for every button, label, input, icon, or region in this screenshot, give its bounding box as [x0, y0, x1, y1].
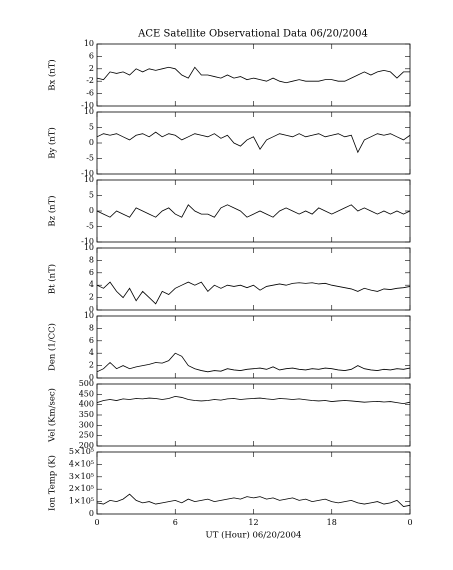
y-tick-label: 200: [79, 441, 94, 450]
y-tick-label: 0: [89, 373, 94, 382]
y-axis-label: Bt (nT): [47, 264, 58, 294]
data-line: [96, 66, 410, 84]
y-tick-label: 6: [89, 51, 94, 60]
y-tick-label: -10: [81, 101, 94, 110]
data-line: [96, 493, 411, 507]
y-tick-label: -5: [86, 154, 94, 163]
y-tick-label: -10: [81, 237, 94, 246]
y-tick-label: 6: [89, 336, 94, 345]
y-tick-label: 0: [89, 206, 94, 215]
y-tick-label: 0: [89, 305, 94, 314]
y-axis-label: Ion Temp (K): [47, 455, 58, 511]
y-tick-label: 250: [79, 431, 94, 440]
y-tick-label: 350: [79, 410, 94, 419]
y-tick-label: 300: [79, 420, 94, 429]
data-line: [96, 131, 411, 154]
x-tick-label: 0: [94, 518, 99, 527]
data-line: [96, 281, 411, 305]
y-tick-label: 10: [84, 311, 94, 320]
y-tick-label: -5: [86, 222, 94, 231]
x-tick-label: 6: [173, 518, 178, 527]
panel-frame: [96, 247, 411, 311]
x-tick-label: 18: [327, 518, 337, 527]
y-tick-label: 10: [84, 243, 94, 252]
y-tick-label: -2: [86, 76, 94, 85]
data-line: [96, 395, 411, 405]
y-tick-label: 3×10⁵: [69, 472, 94, 481]
x-axis-label: UT (Hour) 06/20/2004: [206, 530, 302, 541]
y-tick-label: 5×10⁵: [69, 447, 94, 456]
y-tick-label: -6: [86, 89, 94, 98]
x-tick-label: 12: [248, 518, 258, 527]
y-tick-label: 0: [89, 138, 94, 147]
y-tick-label: 8: [89, 255, 94, 264]
data-line: [96, 352, 411, 373]
y-tick-label: 8: [89, 323, 94, 332]
y-tick-label: 400: [79, 400, 94, 409]
y-tick-label: 500: [79, 379, 94, 388]
y-tick-label: 10: [84, 107, 94, 116]
y-tick-label: 1×10⁵: [69, 497, 94, 506]
y-axis-label: Bx (nT): [47, 59, 58, 91]
y-axis-label: Bz (nT): [47, 195, 58, 226]
y-axis-label: Vel (Km/sec): [47, 388, 58, 443]
y-tick-label: 2×10⁵: [69, 484, 94, 493]
x-tick-label: 0: [407, 518, 412, 527]
panel-frame: [96, 383, 411, 447]
panel-frame: [96, 451, 411, 515]
y-tick-label: 5: [89, 123, 94, 132]
y-tick-label: 4: [89, 348, 94, 357]
y-tick-label: 5: [89, 191, 94, 200]
data-line: [96, 204, 411, 218]
y-tick-label: 10: [84, 39, 94, 48]
y-tick-label: 2: [89, 64, 94, 73]
y-axis-label: By (nT): [47, 127, 58, 159]
panel-frame: [96, 43, 411, 107]
y-tick-label: 450: [79, 389, 94, 398]
y-tick-label: 2: [89, 361, 94, 370]
y-tick-label: 6: [89, 268, 94, 277]
panel-frame: [96, 179, 411, 243]
y-axis-label: Den (1/CC): [47, 323, 58, 371]
chart-title: ACE Satellite Observational Data 06/20/2…: [137, 29, 368, 40]
y-tick-label: 10: [84, 175, 94, 184]
y-tick-label: 4×10⁵: [69, 459, 94, 468]
y-tick-label: 2: [89, 293, 94, 302]
y-tick-label: -10: [81, 169, 94, 178]
y-tick-label: 0: [89, 509, 94, 518]
y-tick-label: 4: [89, 280, 94, 289]
